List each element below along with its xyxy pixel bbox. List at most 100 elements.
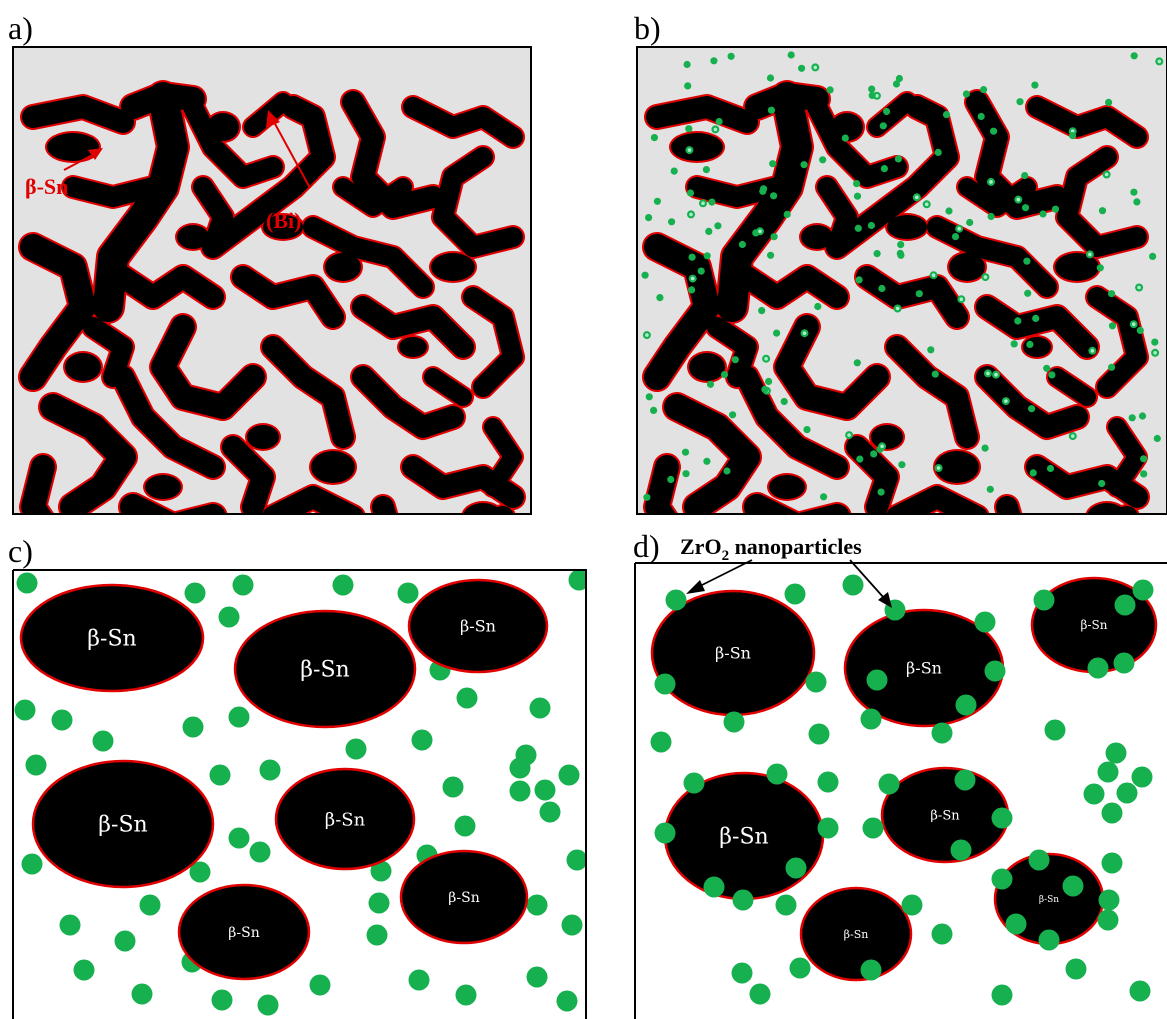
nanoparticle (184, 582, 206, 604)
sn-branch (645, 455, 679, 514)
nanoparticle (841, 134, 849, 142)
nanoparticle (683, 60, 691, 69)
nanoparticle-core (994, 372, 998, 377)
sn-grain-label: β-Sn (719, 825, 768, 850)
nanoparticle (749, 983, 771, 1005)
nanoparticle (766, 74, 775, 82)
nanoparticle (705, 227, 713, 235)
nanoparticle (915, 290, 923, 298)
nanoparticle (228, 827, 250, 849)
sn-branch (334, 178, 412, 216)
sn-blob (887, 215, 927, 239)
nanoparticle (1130, 188, 1138, 196)
nanoparticle (1129, 980, 1151, 1002)
nanoparticle (397, 582, 419, 604)
sn-blob (831, 113, 863, 141)
sn-grain (407, 578, 549, 674)
nanoparticle (1096, 264, 1104, 272)
sn-branch (807, 97, 907, 187)
nanoparticle (803, 426, 811, 434)
nanoparticle (766, 763, 788, 785)
nanoparticle-core (1004, 399, 1008, 403)
nanoparticle (568, 570, 586, 591)
nanoparticle-core (895, 306, 900, 311)
sn-grain (799, 886, 913, 982)
panel-c-frame (12, 569, 587, 1019)
nanoparticle (665, 589, 687, 611)
sn-blob (949, 253, 985, 281)
nanoparticle (727, 52, 735, 60)
nanoparticle (732, 889, 754, 911)
nanoparticle (787, 51, 795, 59)
nanoparticle (729, 411, 737, 419)
nanoparticle (218, 606, 240, 628)
sn-grain-label: β-Sn (98, 813, 147, 838)
nanoparticle (934, 148, 942, 156)
callout-arrow-left (686, 559, 753, 594)
nanoparticle (670, 167, 678, 175)
nanoparticle (526, 894, 548, 916)
panel-label-d: d) (633, 528, 660, 564)
nanoparticle (1151, 338, 1159, 346)
nanoparticle-core (931, 273, 936, 278)
sn-blob (145, 475, 181, 499)
sn-branch (958, 178, 1036, 216)
nanoparticle-core (1157, 59, 1162, 64)
sn-branch (63, 177, 163, 207)
nanoparticle (862, 817, 884, 839)
nanoparticle (1140, 455, 1148, 463)
sn-grain-label: β-Sn (460, 617, 496, 636)
nanoparticle (1138, 412, 1147, 420)
bi-arrow (266, 110, 311, 189)
nanoparticle (800, 161, 808, 169)
sn-branch (352, 366, 464, 438)
nanoparticle (879, 122, 887, 130)
nanoparticle (1128, 414, 1136, 422)
nanoparticle (139, 894, 161, 916)
sn-grain-label: β-Sn (228, 925, 259, 941)
nanoparticle (1140, 470, 1148, 478)
sn-grain (274, 767, 416, 871)
nanoparticle (702, 166, 711, 174)
nanoparticle (703, 457, 711, 465)
nanoparticle (534, 779, 556, 801)
nanoparticle (853, 359, 861, 367)
nanoparticle (853, 192, 862, 200)
sn-grain-label: β-Sn (87, 627, 136, 652)
sn-branch (232, 266, 344, 328)
nanoparticle (897, 251, 905, 259)
sn-grain-label: β-Sn (715, 644, 751, 663)
sn-grain-label: β-Sn (448, 890, 479, 906)
nanoparticle (1087, 657, 1109, 679)
nanoparticle (895, 74, 904, 83)
nanoparticle (1098, 207, 1107, 215)
sn-branch (424, 368, 472, 406)
nanoparticle (703, 252, 711, 260)
nanoparticle-core (875, 94, 879, 98)
nanoparticle (931, 722, 953, 744)
nanoparticle (688, 253, 696, 261)
nanoparticle (643, 493, 651, 501)
nanoparticle-core (813, 65, 818, 70)
nanoparticle (894, 155, 903, 163)
nanoparticle (770, 192, 778, 200)
nanoparticle (723, 711, 745, 733)
nanoparticle-core (689, 212, 693, 217)
nanoparticle (259, 759, 281, 781)
nanoparticle (898, 461, 906, 469)
nanoparticle (558, 764, 580, 786)
nanoparticle (1065, 958, 1087, 980)
nanoparticle (211, 989, 233, 1011)
nanoparticle (654, 673, 676, 695)
panel-label-c: c) (8, 533, 33, 569)
nanoparticle (1136, 326, 1144, 334)
nanoparticle (1133, 198, 1141, 206)
sn-branch (403, 97, 523, 147)
nanoparticle (775, 894, 797, 916)
nanoparticle (684, 82, 692, 90)
nanoparticle-field (641, 51, 1164, 501)
nanoparticle-core (924, 202, 929, 207)
sn-branch (303, 217, 433, 297)
sn-blob (1087, 503, 1127, 514)
